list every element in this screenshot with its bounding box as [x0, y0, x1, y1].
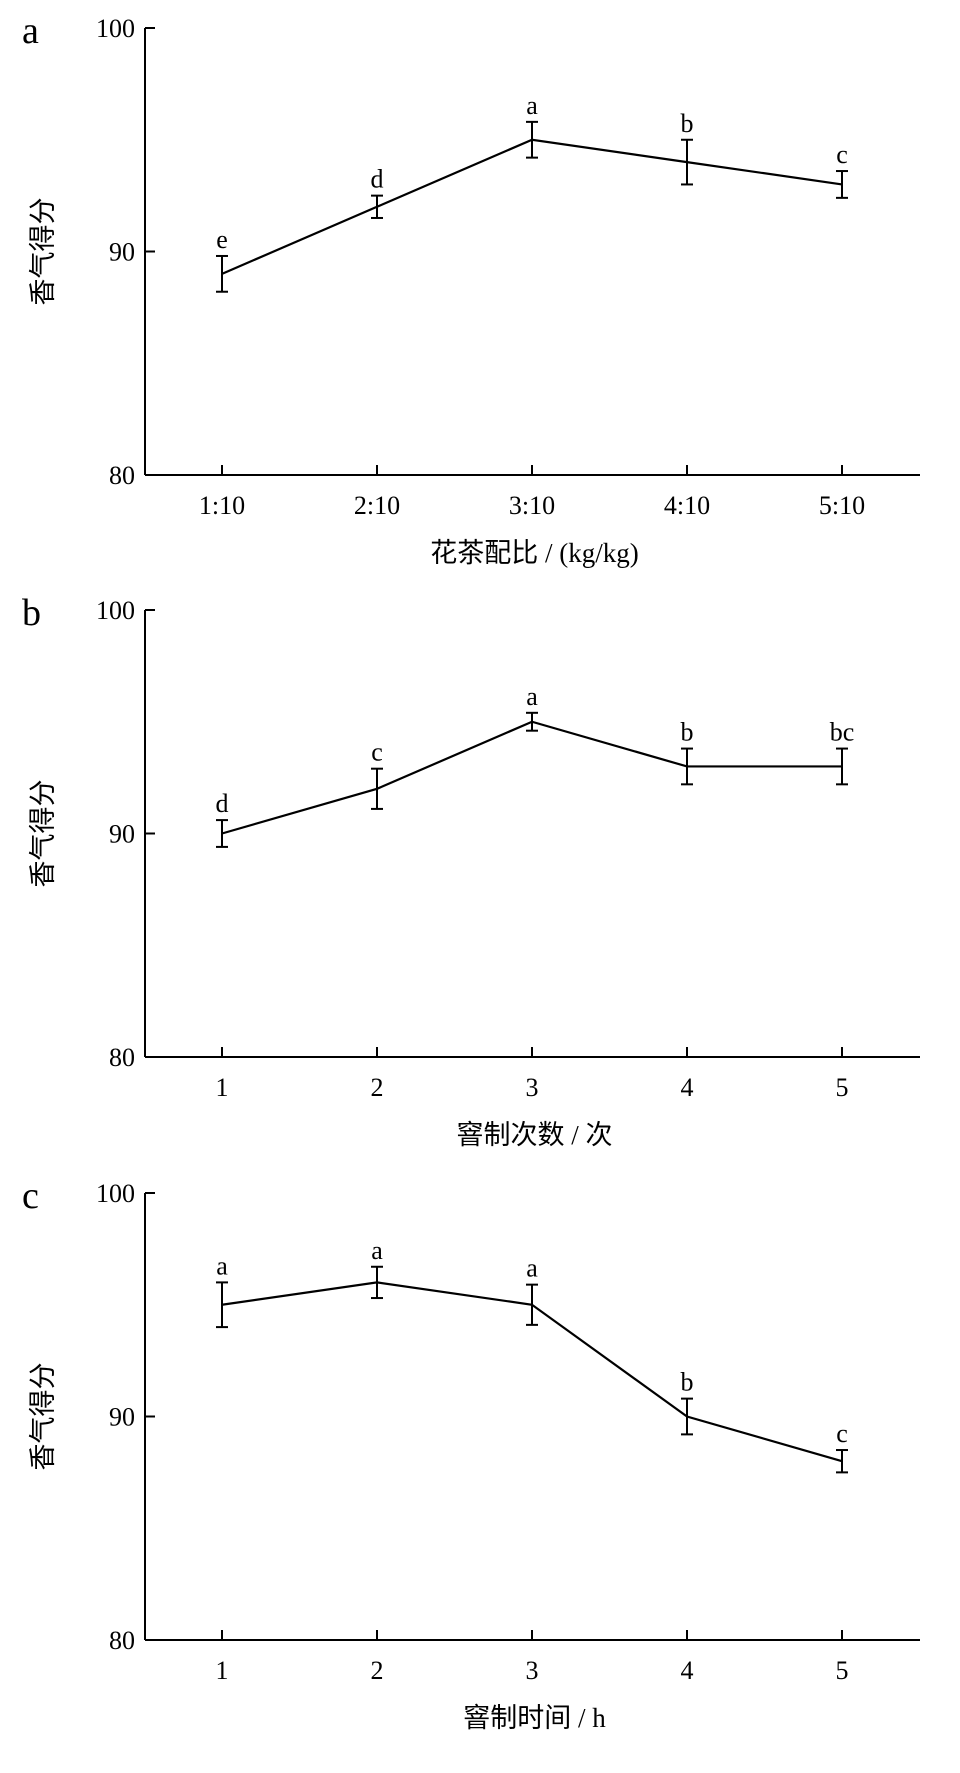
x-tick-label: 1 [216, 1656, 229, 1685]
x-tick-label: 4 [681, 1073, 694, 1102]
x-tick-label: 4:10 [664, 491, 710, 520]
y-tick-label: 80 [109, 1626, 135, 1655]
panel-letter: c [22, 1175, 39, 1217]
panel-letter: a [22, 10, 39, 52]
x-tick-label: 3:10 [509, 491, 555, 520]
y-axis-title: 香气得分 [28, 1363, 58, 1471]
y-tick-label: 100 [96, 1179, 135, 1208]
significance-label: c [836, 1419, 848, 1448]
x-axis-title: 窨制次数 / 次 [456, 1120, 612, 1150]
series-line [221, 720, 842, 835]
significance-label: a [526, 682, 538, 711]
x-tick-label: 2:10 [354, 491, 400, 520]
x-tick-label: 1 [216, 1073, 229, 1102]
y-axis-title: 香气得分 [28, 198, 58, 306]
significance-label: b [681, 718, 694, 747]
x-tick-label: 3 [526, 1073, 539, 1102]
y-tick-label: 90 [109, 1403, 135, 1432]
y-tick-label: 90 [109, 820, 135, 849]
significance-label: b [681, 1368, 694, 1397]
significance-label: a [371, 1236, 383, 1265]
panel-a: a 80 90 100 1:10 2:10 3:10 4:10 5:10 e d a b c 花茶配比 / … [22, 10, 920, 568]
x-tick-label: 5 [836, 1656, 849, 1685]
x-tick-label: 3 [526, 1656, 539, 1685]
significance-label: a [526, 1254, 538, 1283]
x-axis-title: 花茶配比 / (kg/kg) [430, 538, 639, 568]
y-tick-label: 90 [109, 238, 135, 267]
significance-label: a [526, 91, 538, 120]
x-axis-title: 窨制时间 / h [463, 1703, 606, 1733]
panel-b: b 80 90 100 1 2 3 4 5 d c a b bc 窨制次数 / 次 香气得分 [22, 592, 920, 1150]
significance-label: a [216, 1251, 228, 1280]
significance-label: d [371, 165, 384, 194]
significance-label: c [371, 738, 383, 767]
y-tick-label: 100 [96, 596, 135, 625]
x-tick-label: 2 [371, 1656, 384, 1685]
series-line [221, 138, 843, 275]
significance-label: e [216, 225, 228, 254]
panel-letter: b [22, 592, 41, 634]
significance-label: d [216, 789, 229, 818]
panel-c: c 80 90 100 1 2 3 4 5 a a a b c 窨制时间 / h 香气得分 [22, 1175, 920, 1733]
x-tick-label: 1:10 [199, 491, 245, 520]
significance-label: c [836, 140, 848, 169]
significance-label: b [681, 109, 694, 138]
x-tick-label: 5:10 [819, 491, 865, 520]
y-tick-label: 100 [96, 14, 135, 43]
y-tick-label: 80 [109, 1043, 135, 1072]
y-tick-label: 80 [109, 461, 135, 490]
x-tick-label: 4 [681, 1656, 694, 1685]
y-axis-title: 香气得分 [28, 780, 58, 888]
x-tick-label: 5 [836, 1073, 849, 1102]
significance-label: bc [830, 718, 855, 747]
x-tick-label: 2 [371, 1073, 384, 1102]
